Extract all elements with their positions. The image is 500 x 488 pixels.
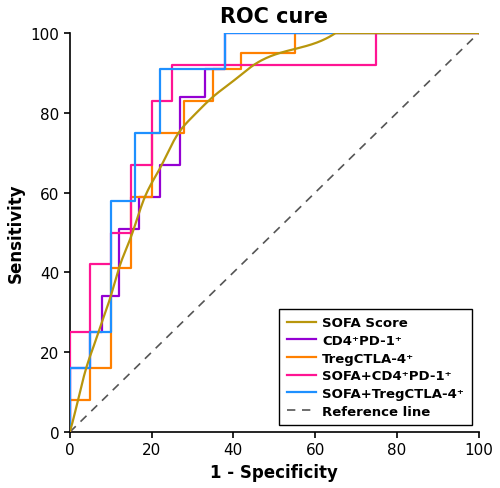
Title: ROC cure: ROC cure (220, 7, 328, 27)
Y-axis label: Sensitivity: Sensitivity (7, 183, 25, 283)
Legend: SOFA Score, CD4⁺PD-1⁺, TregCTLA-4⁺, SOFA+CD4⁺PD-1⁺, SOFA+TregCTLA-4⁺, Reference : SOFA Score, CD4⁺PD-1⁺, TregCTLA-4⁺, SOFA… (278, 309, 472, 426)
X-axis label: 1 - Specificity: 1 - Specificity (210, 463, 338, 481)
